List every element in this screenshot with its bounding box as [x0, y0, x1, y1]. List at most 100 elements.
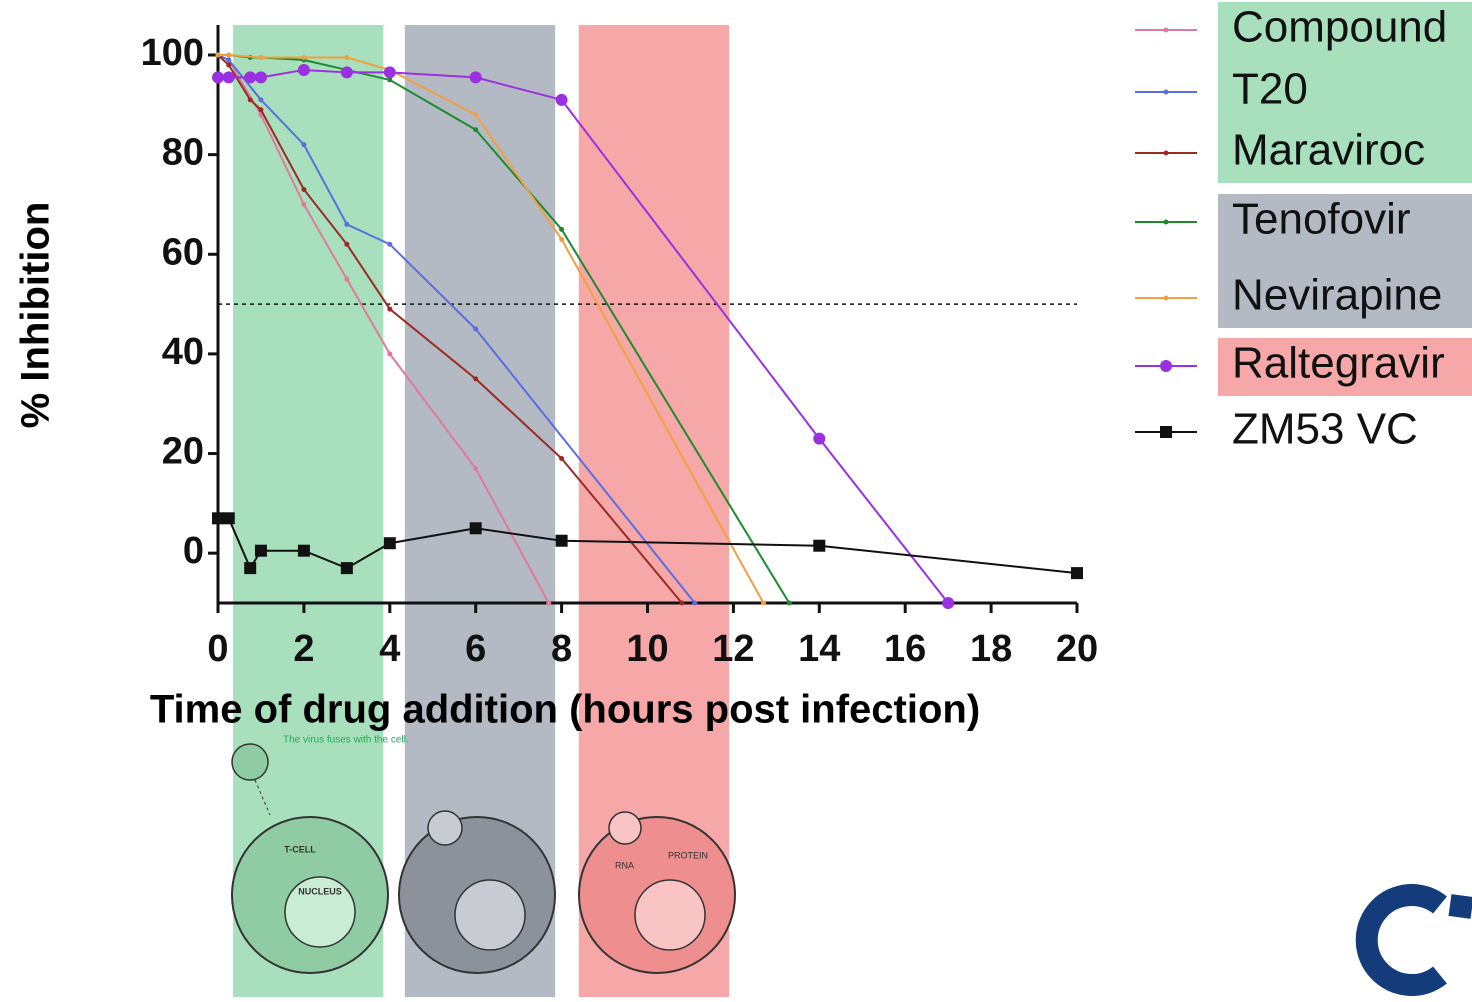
- marker: [692, 600, 698, 606]
- marker: [258, 97, 264, 103]
- marker: [258, 54, 264, 60]
- marker: [942, 597, 955, 609]
- marker: [254, 71, 267, 84]
- legend-label: ZM53 VC: [1232, 405, 1418, 454]
- marker: [679, 600, 685, 606]
- marker: [344, 241, 350, 247]
- x-tick-label: 16: [884, 628, 926, 670]
- marker: [383, 66, 396, 79]
- legend-group-bg: [1218, 194, 1472, 328]
- y-axis-label: % Inhibition: [14, 202, 58, 429]
- legend-marker: [1160, 426, 1172, 438]
- nucleus: [454, 879, 526, 951]
- y-tick-label: 60: [162, 231, 204, 273]
- marker: [387, 351, 393, 357]
- legend-label: Nevirapine: [1232, 271, 1442, 320]
- x-tick-label: 6: [465, 628, 486, 670]
- legend-backgrounds: [1218, 2, 1472, 396]
- virus: [427, 810, 463, 846]
- marker: [555, 93, 568, 106]
- marker: [340, 66, 353, 79]
- marker: [222, 512, 235, 525]
- legend-label: T20: [1232, 65, 1308, 114]
- marker: [473, 127, 479, 133]
- series-line: [217, 54, 696, 604]
- legend-marker: [1163, 295, 1169, 301]
- marker: [297, 63, 310, 76]
- legend-marker: [1163, 27, 1169, 33]
- marker: [786, 600, 792, 606]
- marker: [473, 376, 479, 382]
- illustrations: The virus fuses with the cell. T-CELL NU…: [231, 735, 736, 974]
- marker: [473, 326, 479, 332]
- x-tick-label: 20: [1056, 628, 1098, 670]
- marker: [212, 512, 224, 525]
- y-tick-label: 0: [183, 530, 204, 572]
- logo: [1355, 884, 1447, 996]
- legend-group-bg: [1218, 2, 1472, 183]
- marker: [387, 77, 393, 83]
- illustration-text: PROTEIN: [668, 850, 708, 860]
- virus: [608, 811, 642, 845]
- series-line: [217, 54, 683, 604]
- legend-label: Tenofovir: [1232, 195, 1411, 244]
- marker: [555, 534, 568, 547]
- marker: [258, 107, 264, 113]
- x-tick-label: 18: [970, 628, 1012, 670]
- illustration-text: RNA: [615, 860, 634, 870]
- marker: [473, 465, 479, 471]
- arrow: [254, 779, 271, 816]
- marker: [244, 71, 257, 84]
- marker: [559, 456, 565, 462]
- legend-marker: [1160, 360, 1172, 372]
- x-tick-label: 8: [551, 628, 572, 670]
- x-tick-label: 10: [626, 628, 668, 670]
- y-tick-label: 20: [162, 431, 204, 473]
- y-tick-label: 40: [162, 331, 204, 373]
- logo: [1448, 894, 1472, 919]
- x-axis-label: Time of drug addition (hours post infect…: [150, 688, 980, 732]
- illustration-text: NUCLEUS: [298, 886, 342, 896]
- legend-group-bg: [1218, 338, 1472, 396]
- marker: [226, 52, 232, 58]
- marker: [215, 52, 221, 58]
- marker: [226, 62, 232, 68]
- legend-marker: [1163, 219, 1169, 225]
- marker: [813, 432, 826, 445]
- x-tick-label: 4: [379, 628, 400, 670]
- legend-label: Compound: [1232, 3, 1447, 52]
- legend-marker: [1163, 89, 1169, 95]
- marker: [344, 221, 350, 227]
- nucleus: [634, 879, 706, 951]
- marker: [546, 600, 552, 606]
- marker: [473, 112, 479, 118]
- illustration-text: The virus fuses with the cell.: [283, 735, 409, 746]
- x-tick-label: 14: [798, 628, 840, 670]
- marker: [383, 537, 396, 550]
- legend-label: Raltegravir: [1232, 339, 1445, 388]
- y-tick-label: 80: [162, 132, 204, 174]
- x-tick-label: 12: [712, 628, 754, 670]
- marker: [344, 276, 350, 282]
- marker: [301, 142, 307, 148]
- marker: [301, 187, 307, 193]
- illustration-text: T-CELL: [284, 844, 316, 854]
- marker: [247, 97, 253, 103]
- marker: [387, 306, 393, 312]
- marker: [559, 226, 565, 232]
- marker: [344, 54, 350, 60]
- legend-label: Maraviroc: [1232, 126, 1425, 175]
- nucleus: [284, 876, 356, 948]
- marker: [469, 71, 482, 84]
- virus: [231, 743, 269, 781]
- x-tick-label: 2: [293, 628, 314, 670]
- marker: [226, 57, 232, 63]
- marker: [469, 522, 482, 535]
- bands: [233, 25, 730, 997]
- marker: [760, 600, 766, 606]
- marker: [813, 539, 826, 552]
- marker: [301, 201, 307, 207]
- marker: [301, 54, 307, 60]
- marker: [212, 71, 224, 84]
